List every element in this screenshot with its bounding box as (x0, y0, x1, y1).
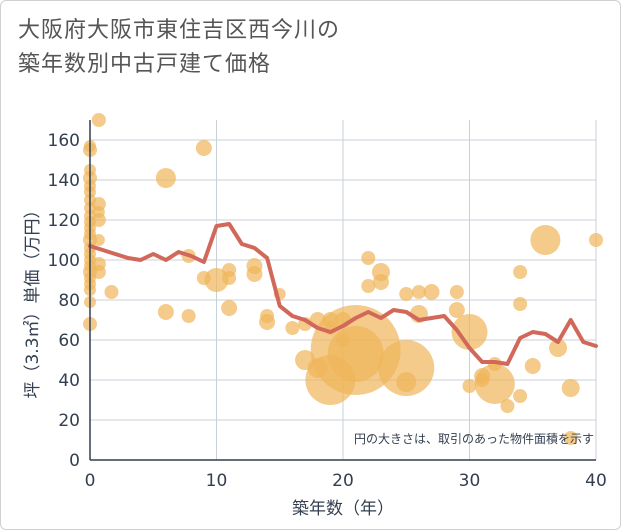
data-bubble (204, 268, 229, 292)
data-bubble (91, 265, 106, 279)
data-bubble (423, 284, 440, 300)
bubble-size-note: 円の大きさは、取引のあった物件面積を示す (354, 431, 594, 446)
data-bubble (530, 225, 561, 255)
data-bubble (524, 358, 541, 374)
y-axis-label: 坪（3.3㎡）単価（万円） (23, 201, 43, 398)
data-bubble (361, 279, 376, 293)
data-bubble (221, 300, 238, 316)
data-bubble (157, 304, 174, 320)
data-bubble (513, 265, 528, 279)
tick-labels: 0 20 40 60 80 100 120 140 160 0 10 20 30 40 (48, 131, 607, 491)
data-bubble (91, 113, 106, 127)
y-tick-label: 100 (48, 251, 80, 271)
data-bubble (462, 379, 477, 393)
data-bubble (259, 314, 276, 330)
x-tick-label: 40 (585, 471, 607, 491)
average-price-line (88, 222, 598, 366)
data-bubble (549, 339, 568, 357)
data-bubble (222, 271, 237, 285)
y-tick-label: 80 (58, 291, 80, 311)
data-bubble (561, 379, 580, 397)
data-bubble (181, 309, 196, 323)
data-bubble (513, 297, 528, 311)
y-tick-label: 60 (58, 331, 80, 351)
data-bubble (361, 251, 376, 265)
data-bubble (399, 287, 414, 301)
y-tick-label: 120 (48, 211, 80, 231)
bubble-series (83, 113, 603, 445)
chart-title: 大阪府大阪市東住吉区西今川の 築年数別中古戸建て価格 (18, 14, 340, 82)
y-tick-label: 40 (58, 371, 80, 391)
data-bubble (563, 431, 578, 445)
data-bubble (92, 234, 105, 246)
data-bubble (589, 233, 603, 247)
y-tick-label: 140 (48, 171, 80, 191)
axes (89, 120, 596, 461)
y-tick-label: 160 (48, 131, 80, 151)
data-bubble (195, 140, 212, 156)
x-tick-label: 0 (85, 471, 96, 491)
data-bubble (449, 285, 464, 299)
trend-line-series (88, 222, 598, 366)
data-bubble (246, 266, 263, 282)
data-bubble (91, 213, 106, 227)
y-tick-label: 0 (69, 451, 80, 471)
data-bubble (155, 168, 176, 188)
y-tick-label: 20 (58, 411, 80, 431)
x-tick-label: 20 (332, 471, 354, 491)
data-bubble (327, 326, 384, 382)
data-bubble (378, 340, 435, 396)
data-bubble (513, 389, 528, 403)
x-tick-label: 10 (206, 471, 228, 491)
data-bubble (104, 285, 119, 299)
chart-title-line-2: 築年数別中古戸建て価格 (18, 52, 272, 77)
data-bubble (451, 314, 488, 350)
data-bubble (396, 372, 417, 392)
data-bubble (372, 274, 389, 290)
data-bubble (474, 364, 515, 404)
data-bubble (285, 321, 300, 335)
x-tick-label: 30 (459, 471, 481, 491)
data-bubble (411, 285, 426, 299)
data-bubble (448, 302, 465, 318)
x-axis-label: 築年数（年） (292, 499, 394, 519)
data-bubble (500, 399, 515, 413)
chart-title-line-1: 大阪府大阪市東住吉区西今川の (18, 18, 341, 43)
